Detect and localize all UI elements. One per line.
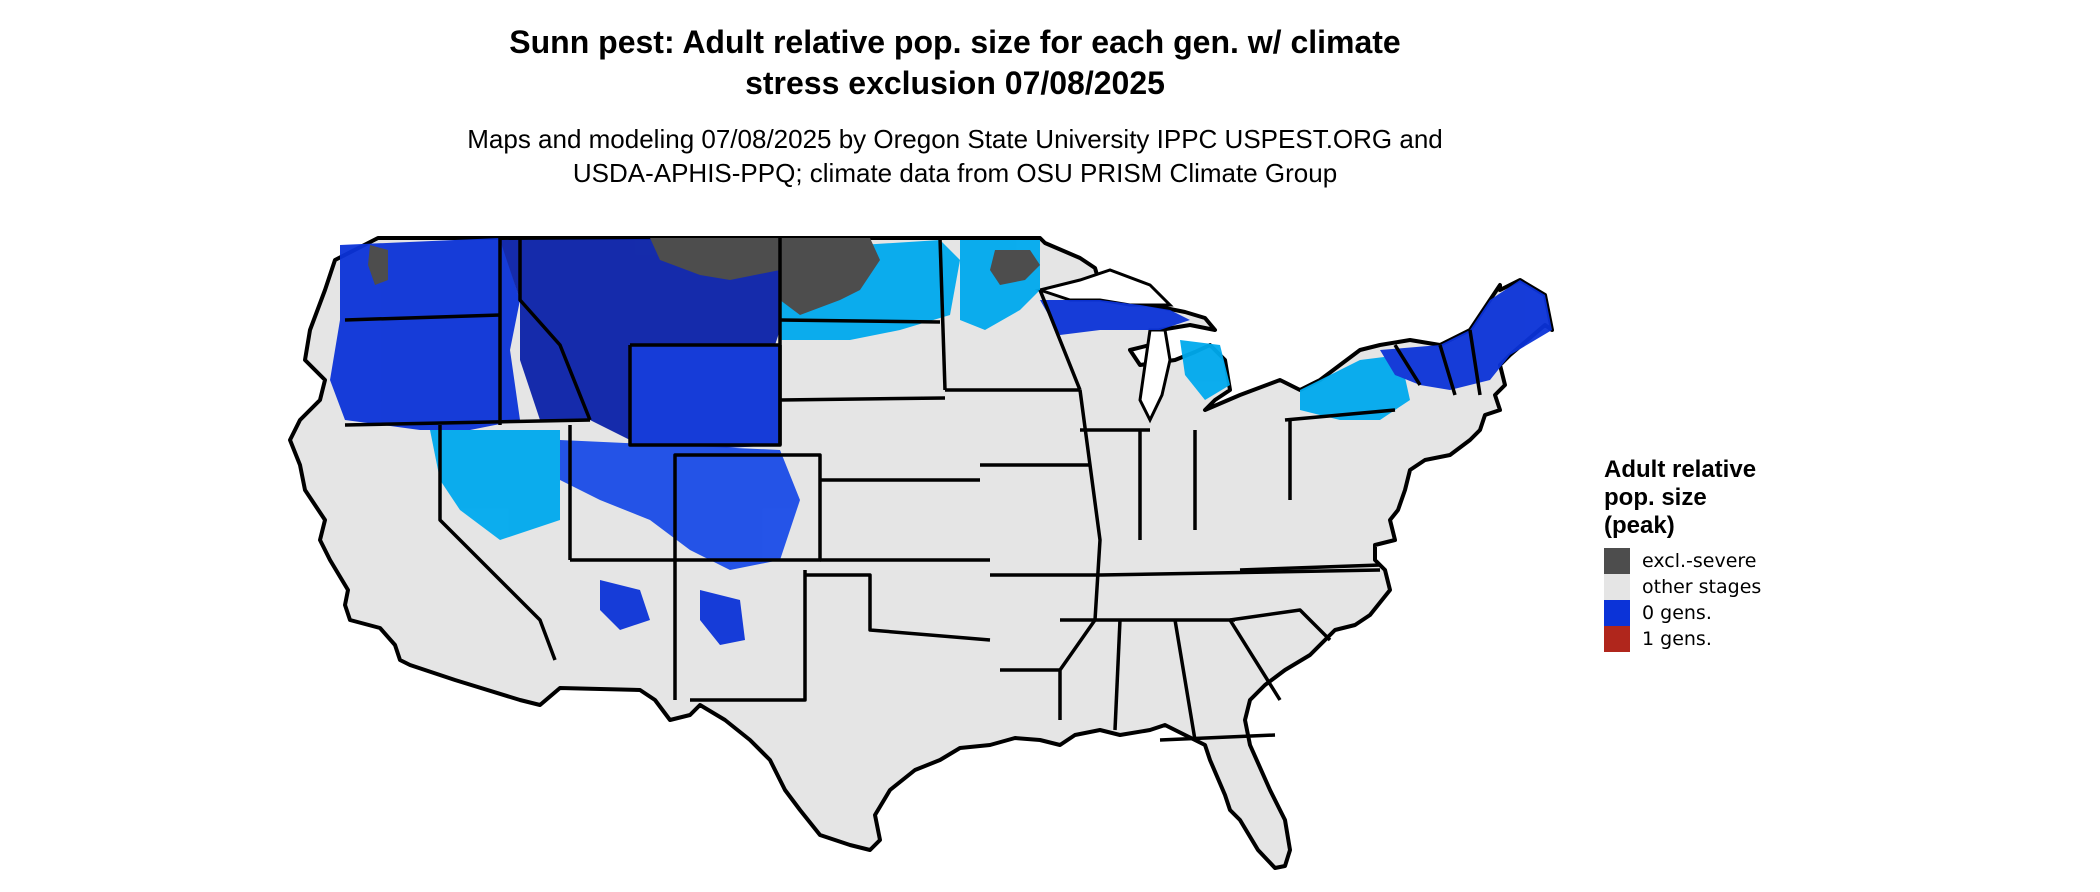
border-nd-sd [779, 318, 941, 324]
legend-item-excl-severe: excl.-severe [1604, 548, 1864, 574]
excluded-washington-spot [368, 245, 388, 285]
border-ca-nv [438, 425, 557, 661]
map-subtitle: Maps and modeling 07/08/2025 by Oregon S… [400, 122, 1510, 190]
border-wa-or [344, 313, 501, 322]
border-tx-ok [805, 573, 991, 642]
border-va-nc [1239, 563, 1381, 572]
border-mn-wi [1038, 289, 1082, 391]
zone-michigan [1180, 340, 1230, 400]
border-mississippi [1058, 389, 1102, 720]
zone-arizona-newmexico-spots [600, 580, 745, 645]
border-sd-ne [779, 396, 946, 402]
title-line-1: Sunn pest: Adult relative pop. size for … [509, 24, 1401, 60]
map-title: Sunn pest: Adult relative pop. size for … [420, 22, 1490, 104]
border-ky-tn [1099, 568, 1381, 577]
legend-title-line-3: (peak) [1604, 512, 1675, 539]
suitability-overlay [330, 238, 1552, 645]
border-pa-ny [1284, 408, 1396, 422]
legend-swatch-excl-severe [1604, 548, 1630, 574]
zone-new-york [1300, 355, 1410, 420]
legend-swatch-other-stages [1604, 574, 1630, 600]
excluded-montana-north [650, 238, 780, 280]
border-al-ga [1173, 619, 1197, 741]
excluded-north-dakota [780, 238, 880, 315]
zone-upper-michigan [1040, 300, 1190, 335]
legend-title: Adult relative pop. size (peak) [1604, 456, 1864, 540]
legend-item-0-gens: 0 gens. [1604, 600, 1864, 626]
border-nm-tx [690, 570, 807, 702]
border-nc-sc [1229, 608, 1332, 642]
border-nh-me [1468, 329, 1482, 396]
legend-label-1-gens: 1 gens. [1642, 628, 1712, 650]
exclusion-overlay [368, 238, 1040, 315]
subtitle-line-2: USDA-APHIS-PPQ; climate data from OSU PR… [572, 158, 1338, 188]
legend-item-1-gens: 1 gens. [1604, 626, 1864, 652]
border-ms-al [1113, 619, 1122, 731]
legend-label-excl-severe: excl.-severe [1642, 550, 1757, 572]
legend-swatch-0-gens [1604, 600, 1630, 626]
legend-swatch-1-gens [1604, 626, 1630, 652]
zone-pacific-northwest [330, 238, 520, 430]
legend-label-other-stages: other stages [1642, 576, 1762, 598]
lake-michigan [1138, 328, 1172, 424]
zone-colorado-utah [560, 440, 800, 570]
border-ny-vt-nh [1393, 344, 1457, 396]
border-ga-fl [1159, 733, 1276, 742]
legend-label-0-gens: 0 gens. [1642, 602, 1712, 624]
border-ga-sc [1228, 619, 1282, 701]
legend-title-line-1: Adult relative [1604, 456, 1757, 483]
state-borders [344, 237, 1482, 742]
map-legend: Adult relative pop. size (peak) excl.-se… [1604, 456, 1864, 652]
zone-new-england [1380, 280, 1552, 390]
border-dakotas-mn [938, 237, 947, 391]
excluded-minnesota-north [990, 250, 1040, 285]
legend-title-line-2: pop. size [1604, 484, 1707, 511]
zone-wyoming [630, 345, 780, 450]
border-id-mt [518, 238, 592, 421]
legend-item-other-stages: other stages [1604, 574, 1864, 600]
title-line-2: stress exclusion 07/08/2025 [745, 65, 1165, 101]
subtitle-line-1: Maps and modeling 07/08/2025 by Oregon S… [467, 124, 1443, 154]
border-or-ca-nv [344, 418, 591, 427]
zone-great-basin [430, 430, 560, 540]
